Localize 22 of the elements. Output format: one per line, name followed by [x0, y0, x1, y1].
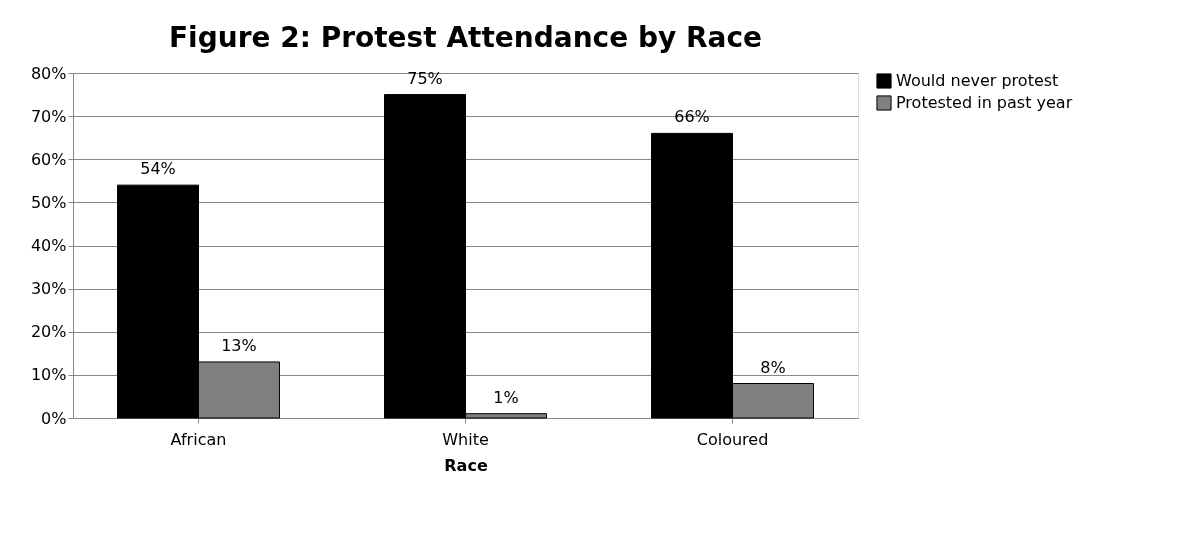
y-tick-label: 40%: [30, 236, 67, 255]
data-label: 8%: [760, 357, 786, 377]
y-tick-label: 50%: [30, 192, 67, 212]
y-tick-label: 20%: [30, 322, 67, 342]
y-tick-label: 10%: [30, 365, 67, 385]
x-axis-title: Race: [444, 455, 488, 475]
y-tick-label: 30%: [30, 279, 67, 299]
legend-label: Would never protest: [896, 71, 1059, 90]
data-label: 13%: [221, 335, 257, 355]
x-tick-label: Coloured: [696, 429, 769, 449]
data-label: 54%: [140, 159, 176, 179]
legend-label: Protested in past year: [896, 93, 1073, 112]
x-tick-label: African: [170, 429, 227, 449]
y-tick-label: 0%: [41, 408, 67, 428]
data-label: 75%: [407, 68, 443, 88]
x-tick-label: White: [442, 429, 489, 449]
y-tick-label: 60%: [30, 149, 67, 169]
y-tick-label: 70%: [30, 106, 67, 126]
y-tick-label: 80%: [30, 63, 67, 83]
data-label: 66%: [674, 107, 710, 127]
data-label: 1%: [493, 387, 519, 407]
chart-title: Figure 2: Protest Attendance by Race: [168, 21, 763, 54]
